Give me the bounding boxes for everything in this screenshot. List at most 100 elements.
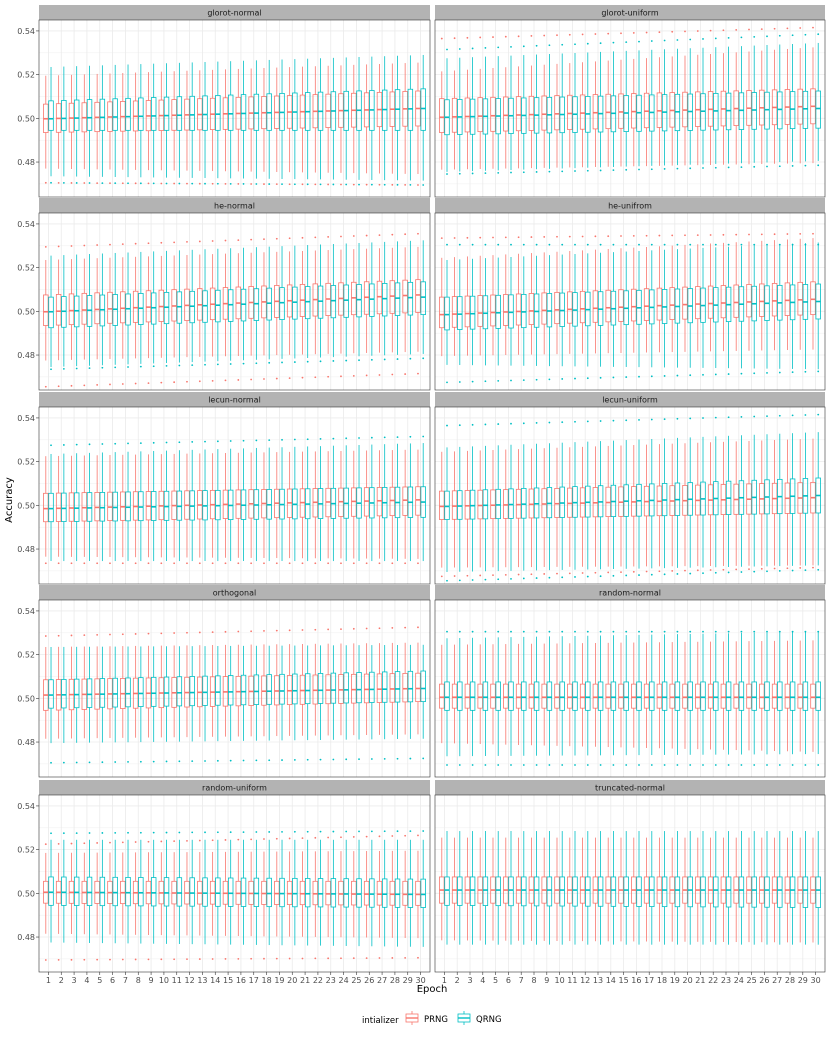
box-prng <box>312 66 319 186</box>
box-prng <box>274 452 280 565</box>
box-prng <box>631 234 637 353</box>
box <box>508 876 514 907</box>
outlier-point <box>378 627 381 630</box>
box-qrng <box>150 646 157 763</box>
box-prng <box>299 837 306 960</box>
outlier-point <box>543 236 546 238</box>
box-prng <box>541 643 547 746</box>
box <box>444 490 450 520</box>
box-qrng <box>343 57 349 186</box>
box-qrng <box>330 830 337 946</box>
outlier-point <box>574 170 576 172</box>
box-qrng <box>610 41 617 172</box>
box-qrng <box>266 439 272 562</box>
outlier-point <box>211 958 214 960</box>
box <box>356 878 362 908</box>
box-prng <box>503 837 509 941</box>
box-qrng <box>623 41 629 171</box>
outlier-point <box>484 47 487 49</box>
outlier-point <box>714 764 717 766</box>
box <box>495 488 501 520</box>
box <box>202 95 208 131</box>
box-qrng <box>521 630 527 766</box>
outlier-point <box>263 630 265 632</box>
box-qrng <box>572 43 578 172</box>
outlier-point <box>109 562 111 565</box>
outlier-point <box>612 764 615 766</box>
outlier-point <box>224 562 227 565</box>
outlier-point <box>702 764 704 766</box>
box <box>572 681 578 711</box>
outlier-point <box>62 444 65 446</box>
x-tick-label: 17 <box>644 976 654 985</box>
outlier-point <box>340 836 342 839</box>
legend-label: QRNG <box>476 1015 502 1025</box>
box-prng <box>669 443 675 572</box>
box-prng <box>810 640 816 752</box>
box-qrng <box>420 240 426 360</box>
outlier-point <box>804 370 807 373</box>
box <box>656 683 663 709</box>
outlier-point <box>281 759 283 761</box>
box-prng <box>605 235 611 354</box>
box-prng <box>567 33 573 168</box>
box-qrng <box>99 65 106 184</box>
box-qrng <box>623 419 629 577</box>
outlier-point <box>250 562 253 565</box>
box-qrng <box>444 831 450 945</box>
box <box>112 491 118 522</box>
box-prng <box>707 234 714 352</box>
panel-background <box>39 407 430 584</box>
outlier-point <box>62 761 65 764</box>
outlier-point <box>510 171 512 174</box>
box <box>457 490 463 520</box>
outlier-point <box>417 232 419 235</box>
outlier-point <box>753 570 756 573</box>
box-qrng <box>150 63 157 185</box>
outlier-point <box>663 418 666 421</box>
outlier-point <box>50 444 52 447</box>
outlier-point <box>404 834 407 837</box>
facet-strip-label: random-normal <box>599 589 661 598</box>
box <box>402 279 408 314</box>
box-prng <box>81 842 88 961</box>
box-qrng <box>381 56 388 186</box>
outlier-point <box>522 171 525 174</box>
box-qrng <box>521 45 527 174</box>
x-tick-label: 6 <box>110 976 115 985</box>
box-prng <box>55 842 62 961</box>
outlier-point <box>383 830 386 833</box>
outlier-point <box>510 630 512 633</box>
box-prng <box>784 233 791 351</box>
box-prng <box>695 641 701 750</box>
box-qrng <box>623 630 629 766</box>
box-prng <box>55 634 62 739</box>
outlier-point <box>446 579 448 582</box>
box-prng <box>145 454 152 565</box>
outlier-point <box>663 168 666 170</box>
box-prng <box>592 33 599 167</box>
series-prng <box>439 26 816 170</box>
box <box>163 96 170 131</box>
box-qrng <box>585 243 591 380</box>
panel-background <box>39 600 430 777</box>
outlier-point <box>417 184 419 186</box>
box-qrng <box>125 831 131 944</box>
outlier-point <box>327 183 330 186</box>
outlier-point <box>625 630 628 633</box>
outlier-point <box>44 385 47 388</box>
outlier-point <box>753 35 756 38</box>
outlier-point <box>62 181 65 184</box>
box-prng <box>451 237 458 356</box>
box <box>356 284 362 318</box>
box-prng <box>720 233 727 352</box>
box <box>363 673 370 704</box>
box-prng <box>120 243 126 385</box>
outlier-point <box>684 30 686 33</box>
outlier-point <box>804 630 807 633</box>
box-qrng <box>674 243 681 377</box>
x-tick-label: 22 <box>313 976 323 985</box>
outlier-point <box>70 182 73 184</box>
outlier-point <box>301 957 304 960</box>
outlier-point <box>404 956 407 959</box>
